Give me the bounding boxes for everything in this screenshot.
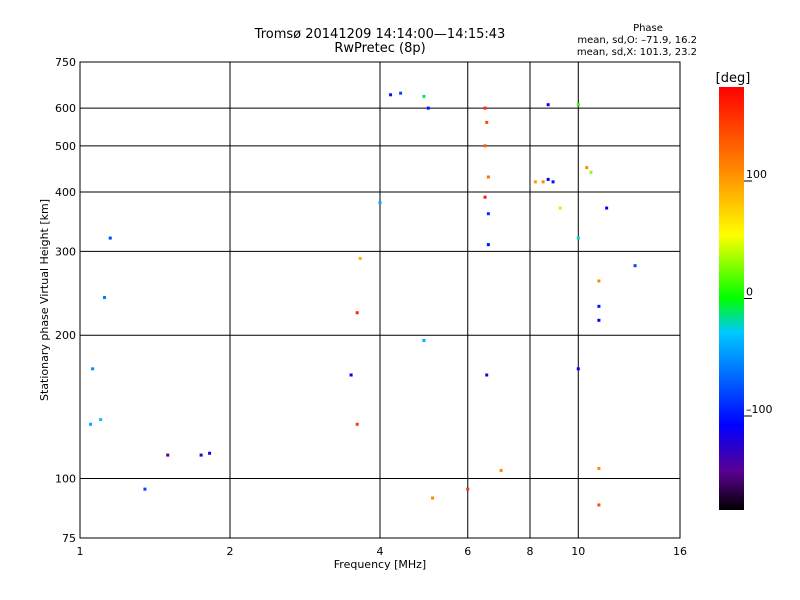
y-tick-label: 75 xyxy=(62,532,76,545)
y-tick-label: 500 xyxy=(55,140,76,153)
data-point xyxy=(576,103,580,107)
data-point xyxy=(208,451,212,455)
data-point xyxy=(486,243,490,247)
data-point xyxy=(103,296,107,300)
data-point xyxy=(426,106,430,110)
chart-title: Tromsø 20141209 14:14:00—14:15:43 xyxy=(254,27,506,42)
colorbar-tick-label: 100 xyxy=(746,168,767,181)
data-point xyxy=(89,422,93,426)
data-point xyxy=(358,256,362,260)
data-point xyxy=(546,177,550,181)
data-point xyxy=(355,311,359,315)
data-point xyxy=(349,373,353,377)
data-point xyxy=(558,206,562,210)
colorbar-tick-label: 0 xyxy=(746,286,753,299)
data-point xyxy=(499,468,503,472)
colorbar-label: [deg] xyxy=(716,71,751,86)
data-point xyxy=(466,487,470,491)
colorbar-ticks: 100 0 –100 xyxy=(744,168,773,417)
data-point xyxy=(597,318,601,322)
data-point xyxy=(389,93,393,97)
x-tick-label: 4 xyxy=(377,545,384,558)
y-tick-label: 300 xyxy=(55,245,76,258)
y-axis-label: Stationary phase Virtual Height [km] xyxy=(38,199,51,401)
data-point xyxy=(399,91,403,95)
data-point xyxy=(597,279,601,283)
axis-ticks: 1 2 4 6 8 10 16 75 100 200 300 400 500 600 750 xyxy=(55,56,687,558)
x-tick-label: 1 xyxy=(77,545,84,558)
phase-stats-o: mean, sd,O: –71.9, 16.2 xyxy=(577,35,697,46)
data-point xyxy=(541,180,545,184)
data-point xyxy=(483,144,487,148)
data-point xyxy=(597,304,601,308)
x-axis-label: Frequency [MHz] xyxy=(334,558,426,571)
x-tick-label: 6 xyxy=(464,545,471,558)
data-point xyxy=(585,166,589,170)
data-point xyxy=(199,453,203,457)
y-tick-label: 600 xyxy=(55,102,76,115)
x-tick-label: 10 xyxy=(571,545,585,558)
data-point xyxy=(431,496,435,500)
data-point xyxy=(533,180,537,184)
data-point xyxy=(378,201,382,205)
x-tick-label: 2 xyxy=(227,545,234,558)
data-point xyxy=(589,170,593,174)
colorbar-tick-label: –100 xyxy=(746,403,773,416)
data-point xyxy=(633,264,637,268)
y-tick-label: 400 xyxy=(55,186,76,199)
data-point xyxy=(483,106,487,110)
data-point xyxy=(422,338,426,342)
data-point xyxy=(605,206,609,210)
data-point xyxy=(143,487,147,491)
data-point xyxy=(597,466,601,470)
x-tick-label: 8 xyxy=(527,545,534,558)
data-point xyxy=(108,236,112,240)
phase-stats-title: Phase xyxy=(633,23,663,34)
data-points xyxy=(89,91,637,507)
data-point xyxy=(576,236,580,240)
data-point xyxy=(91,367,95,371)
data-point xyxy=(546,103,550,107)
data-point xyxy=(551,180,555,184)
chart-subtitle: RwPretec (8p) xyxy=(334,41,425,56)
data-point xyxy=(99,418,103,422)
y-tick-label: 100 xyxy=(55,473,76,486)
phase-stats-x: mean, sd,X: 101.3, 23.2 xyxy=(577,47,697,58)
data-point xyxy=(597,503,601,507)
data-point xyxy=(486,175,490,179)
data-point xyxy=(576,367,580,371)
y-tick-label: 750 xyxy=(55,56,76,69)
data-point xyxy=(166,453,170,457)
data-point xyxy=(486,212,490,216)
y-tick-label: 200 xyxy=(55,329,76,342)
data-point xyxy=(485,373,489,377)
data-point xyxy=(483,195,487,199)
data-point xyxy=(422,94,426,98)
grid-lines xyxy=(80,62,680,538)
x-tick-label: 16 xyxy=(673,545,687,558)
colorbar xyxy=(719,87,744,510)
data-point xyxy=(355,422,359,426)
data-point xyxy=(485,120,489,124)
